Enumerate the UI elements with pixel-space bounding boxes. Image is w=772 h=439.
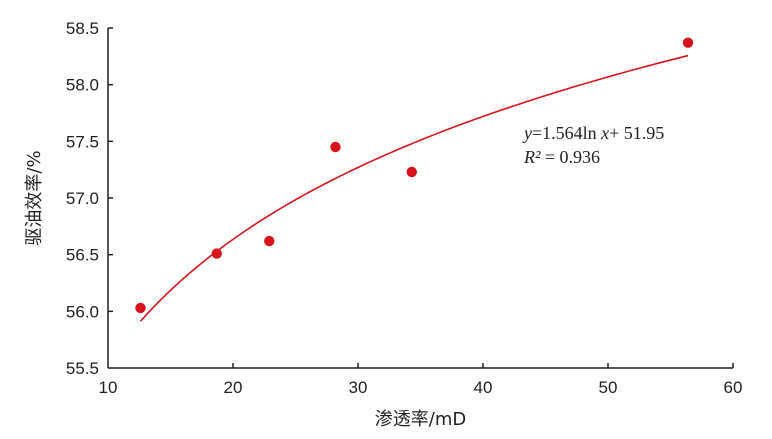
x-tick-label: 60	[724, 378, 743, 397]
data-point	[135, 302, 146, 314]
x-tick-label: 20	[224, 378, 243, 397]
data-points	[135, 37, 694, 314]
y-tick-label: 57.5	[66, 132, 99, 151]
y-ticks: 55.5 56.0 56.5 57.0 57.5 58.0 58.5	[66, 19, 113, 378]
x-ticks: 10 20 30 40 50 60	[99, 363, 743, 397]
x-tick-label: 10	[99, 378, 118, 397]
axes: 10 20 30 40 50 60 55.5 56.0 56.5 57.0 57.5 58.0 58.…	[66, 19, 743, 397]
r-squared-value: = 0.936	[545, 147, 600, 167]
y-tick-label: 55.5	[66, 359, 99, 378]
y-tick-label: 58.0	[66, 76, 99, 95]
fit-curve	[139, 54, 689, 322]
r-squared-symbol: R²	[523, 147, 541, 167]
x-tick-label: 50	[599, 378, 618, 397]
x-axis-title: 渗透率/mD	[375, 409, 466, 430]
fit-equation: y=1.564ln x+ 51.95	[522, 123, 664, 143]
data-point	[264, 235, 275, 247]
fit-r-squared: R² = 0.936	[523, 147, 600, 167]
data-point	[406, 166, 417, 178]
data-point	[682, 37, 694, 48]
y-axis-title: 驱油效率/%	[24, 150, 45, 245]
y-tick-label: 56.0	[66, 302, 99, 321]
x-tick-label: 30	[349, 378, 368, 397]
y-tick-label: 58.5	[66, 19, 99, 38]
y-tick-label: 56.5	[66, 246, 99, 265]
x-tick-label: 40	[474, 378, 493, 397]
data-point	[330, 141, 341, 153]
y-tick-label: 57.0	[66, 189, 99, 208]
data-point	[211, 248, 222, 259]
